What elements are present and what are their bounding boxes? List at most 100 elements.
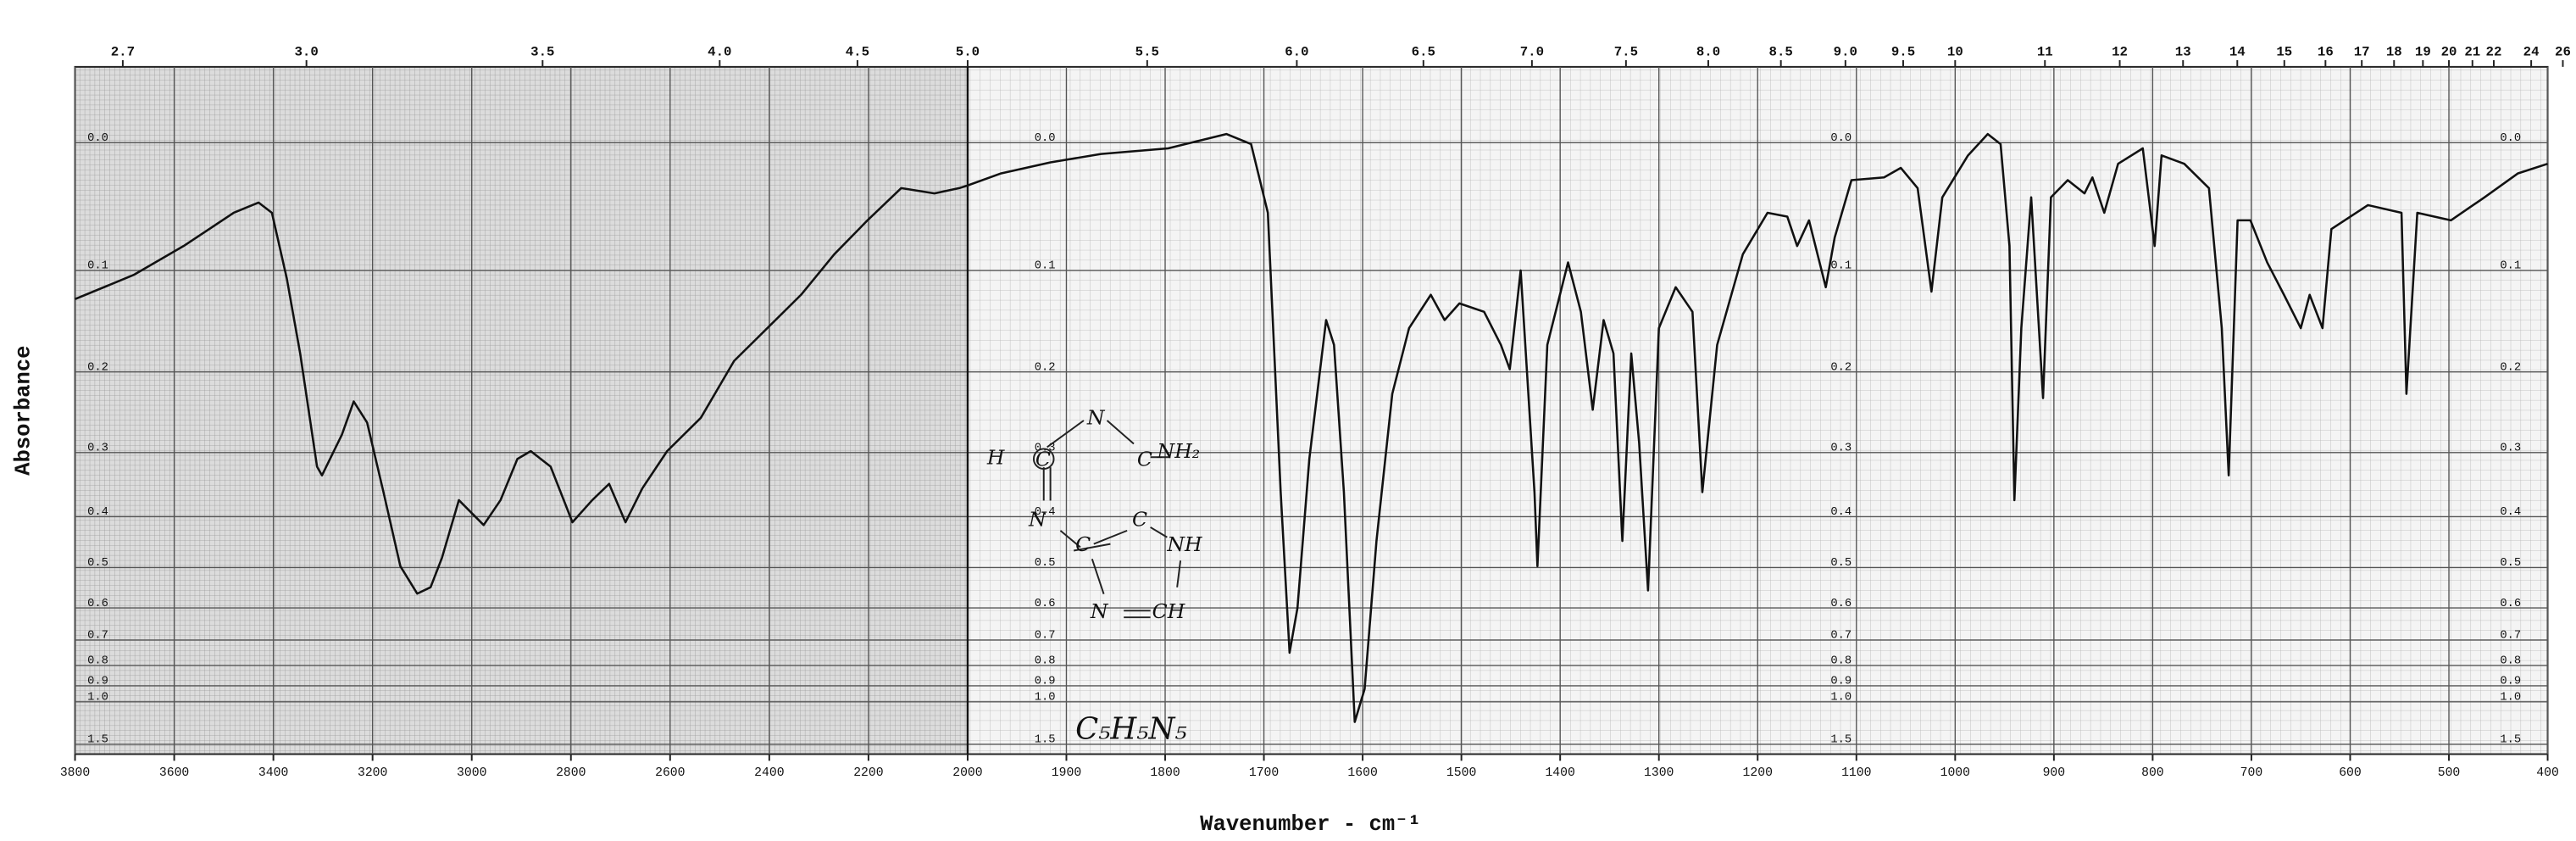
x-tick-label: 1900	[1052, 766, 1081, 780]
x-tick-label: 3400	[258, 766, 288, 780]
structure-label: C	[1137, 448, 1152, 471]
x2-tick-label: 4.0	[708, 44, 731, 59]
structure-label: C	[1035, 448, 1051, 471]
structure-label: N	[1090, 599, 1109, 623]
x2-tick-label: 11	[2037, 44, 2053, 59]
y-tick-label: 0.5	[87, 557, 108, 570]
x-tick-label: 500	[2438, 766, 2461, 780]
x-tick-label: 3000	[457, 766, 486, 780]
structure-label: H	[986, 446, 1005, 470]
x2-tick-label: 19	[2415, 44, 2431, 59]
y-tick-label: 1.5	[87, 734, 108, 747]
y-tick-label: 0.8	[1830, 655, 1852, 668]
y-tick-label: 0.4	[87, 506, 108, 519]
x2-tick-label: 7.5	[1614, 44, 1638, 59]
x2-tick-label: 15	[2276, 44, 2292, 59]
y-tick-label: 0.3	[2500, 443, 2521, 455]
y-tick-label: 0.7	[87, 630, 108, 643]
y-tick-label: 1.5	[1035, 734, 1056, 747]
x2-tick-label: 17	[2354, 44, 2370, 59]
x2-tick-label: 20	[2441, 44, 2457, 59]
x2-tick-label: 4.5	[846, 44, 869, 59]
x-tick-label: 1800	[1150, 766, 1180, 780]
x2-tick-label: 7.0	[1520, 44, 1544, 59]
y-tick-label: 0.2	[87, 361, 108, 374]
y-tick-label: 0.5	[2500, 557, 2521, 570]
x-tick-label: 2200	[853, 766, 883, 780]
x-tick-label: 3200	[358, 766, 387, 780]
y-tick-label: 0.1	[2500, 260, 2521, 273]
x2-tick-label: 2.7	[111, 44, 135, 59]
x-tick-label: 1600	[1347, 766, 1377, 780]
y-tick-label: 1.0	[1830, 692, 1852, 705]
y-tick-label: 0.8	[1035, 655, 1056, 668]
x2-tick-label: 12	[2112, 44, 2128, 59]
x-tick-label: 2400	[754, 766, 784, 780]
y-tick-label: 1.5	[2500, 734, 2521, 747]
y-tick-label: 0.1	[1035, 260, 1056, 273]
x2-tick-label: 8.5	[1769, 44, 1793, 59]
y-tick-label: 1.5	[1830, 734, 1852, 747]
x-tick-label: 1000	[1940, 766, 1970, 780]
plot	[75, 132, 2548, 723]
x-axis-title: Wavenumber - cm⁻¹	[1200, 812, 1421, 837]
y-tick-label: 0.4	[1830, 506, 1852, 519]
y-tick-label: 0.0	[1830, 132, 1852, 145]
x2-tick-label: 24	[2523, 44, 2540, 59]
y-tick-label: 0.4	[2500, 506, 2521, 519]
y-tick-label: 0.2	[1830, 361, 1852, 374]
y-tick-label: 0.4	[1035, 506, 1056, 519]
y-tick-label: 0.3	[1830, 443, 1852, 455]
x-tick-label: 800	[2141, 766, 2164, 780]
y-tick-label: 0.3	[87, 443, 108, 455]
x2-tick-label: 26	[2555, 44, 2571, 59]
y-tick-label: 0.5	[1035, 557, 1056, 570]
x2-tick-label: 10	[1947, 44, 1963, 59]
graph-paper	[74, 65, 2549, 755]
y-tick-label: 0.8	[87, 655, 108, 668]
y-tick-label: 0.5	[1830, 557, 1852, 570]
x2-tick-label: 3.5	[530, 44, 554, 59]
x-tick-label: 600	[2339, 766, 2362, 780]
y-tick-label: 1.0	[87, 692, 108, 705]
y-tick-label: 0.1	[1830, 260, 1852, 273]
x2-tick-label: 9.0	[1834, 44, 1857, 59]
spectrum-line	[75, 132, 2548, 723]
x2-tick-label: 18	[2386, 44, 2402, 59]
x2-tick-label: 14	[2229, 44, 2246, 59]
x-tick-label: 2000	[952, 766, 982, 780]
x2-tick-label: 13	[2175, 44, 2191, 59]
x2-tick-label: 9.5	[1891, 44, 1915, 59]
x-tick-label: 700	[2240, 766, 2263, 780]
x2-tick-label: 8.0	[1696, 44, 1720, 59]
structure-label: NH	[1166, 532, 1202, 556]
x2-tick-label: 22	[2486, 44, 2502, 59]
y-tick-label: 0.9	[1035, 676, 1056, 688]
x-tick-label: 1200	[1743, 766, 1773, 780]
x-tick-label: 3800	[60, 766, 90, 780]
x-tick-label: 1700	[1249, 766, 1279, 780]
structure-label: C	[1075, 532, 1091, 556]
y-tick-label: 0.6	[2500, 598, 2521, 610]
y-tick-label: 0.0	[1035, 132, 1056, 145]
y-tick-label: 0.1	[87, 260, 108, 273]
y-tick-label: 0.8	[2500, 655, 2521, 668]
x2-tick-label: 16	[2318, 44, 2334, 59]
structure-label: N	[1028, 508, 1047, 532]
grid: 3800 3600 3400 3200 3000 2800 2600 2400 2200 2000…	[60, 44, 2571, 780]
y-tick-label: 0.2	[2500, 361, 2521, 374]
x-tick-label: 3600	[159, 766, 189, 780]
y-tick-label: 0.6	[1830, 598, 1852, 610]
y-tick-label: 0.9	[87, 676, 108, 688]
y-tick-label: 0.7	[1035, 630, 1056, 643]
x-tick-label: 2800	[556, 766, 586, 780]
y-axis-title: Absorbance	[11, 345, 36, 475]
y-tick-label: 0.9	[1830, 676, 1852, 688]
x2-tick-label: 6.0	[1285, 44, 1308, 59]
y-tick-label: 0.7	[2500, 630, 2521, 643]
x-tick-label: 400	[2536, 766, 2559, 780]
y-tick-label: 0.2	[1035, 361, 1056, 374]
